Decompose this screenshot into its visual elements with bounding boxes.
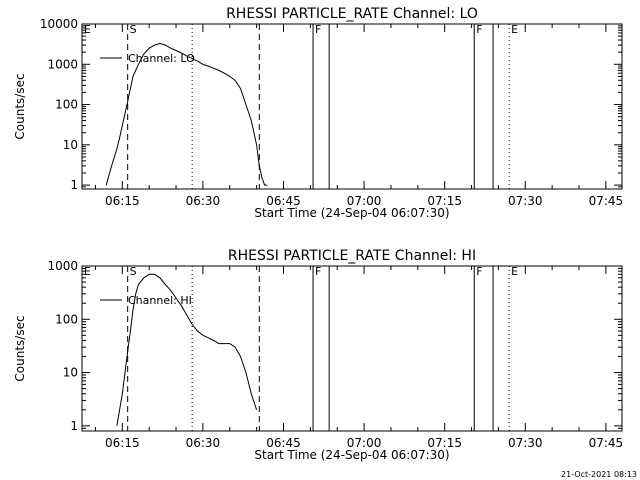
x-tick-label: 07:15 (427, 194, 462, 208)
y-tick-label: 10 (63, 138, 78, 152)
y-axis-label: Counts/sec (13, 73, 27, 139)
y-tick-label: 100 (55, 312, 78, 326)
y-tick-label: 1000 (47, 259, 78, 273)
event-marker-label: E (511, 265, 518, 278)
y-tick-label: 1 (70, 419, 78, 433)
x-tick-label: 07:30 (508, 436, 543, 450)
event-marker-label: F (476, 265, 482, 278)
legend-label: Channel: HI (128, 294, 192, 307)
x-tick-label: 06:15 (105, 194, 140, 208)
x-tick-label: 06:45 (266, 436, 301, 450)
y-tick-label: 10000 (40, 17, 78, 31)
chart-title: RHESSI PARTICLE_RATE Channel: LO (226, 6, 478, 22)
x-tick-label: 07:45 (589, 194, 624, 208)
event-marker-label: S (130, 23, 137, 36)
x-axis-label: Start Time (24-Sep-04 06:07:30) (254, 206, 449, 220)
x-tick-label: 06:30 (186, 194, 221, 208)
x-tick-label: 07:30 (508, 194, 543, 208)
event-marker-label: F (315, 265, 321, 278)
y-tick-label: 1 (70, 178, 78, 192)
panel-hi: RHESSI PARTICLE_RATE Channel: HI E S F F E 1 10… (13, 248, 623, 462)
x-tick-label: 07:15 (427, 436, 462, 450)
y-tick-label: 100 (55, 98, 78, 112)
x-tick-label: 06:15 (105, 436, 140, 450)
y-tick-label: 10 (63, 366, 78, 380)
y-axis-label: Counts/sec (13, 315, 27, 381)
x-tick-label: 06:30 (186, 436, 221, 450)
y-tick-label: 1000 (47, 57, 78, 71)
plot-frame (81, 23, 623, 190)
event-marker-label: E (511, 23, 518, 36)
x-tick-label: 06:45 (266, 194, 301, 208)
panel-lo: RHESSI PARTICLE_RATE Channel: LO E S F F E 1 10… (13, 6, 623, 220)
event-marker-label: F (476, 23, 482, 36)
series-line (116, 273, 258, 426)
chart-title: RHESSI PARTICLE_RATE Channel: HI (228, 248, 476, 264)
event-marker-label: S (130, 265, 137, 278)
series-line (105, 42, 268, 186)
x-tick-label: 07:00 (347, 436, 382, 450)
legend-label: Channel: LO (128, 52, 195, 65)
x-axis-label: Start Time (24-Sep-04 06:07:30) (254, 448, 449, 462)
timestamp: 21-Oct-2021 08:13 (561, 470, 637, 479)
event-marker-label: F (315, 23, 321, 36)
x-tick-label: 07:00 (347, 194, 382, 208)
event-marker-label: E (84, 265, 91, 278)
event-marker-label: E (84, 23, 91, 36)
plot-frame (81, 265, 623, 432)
x-tick-label: 07:45 (589, 436, 624, 450)
